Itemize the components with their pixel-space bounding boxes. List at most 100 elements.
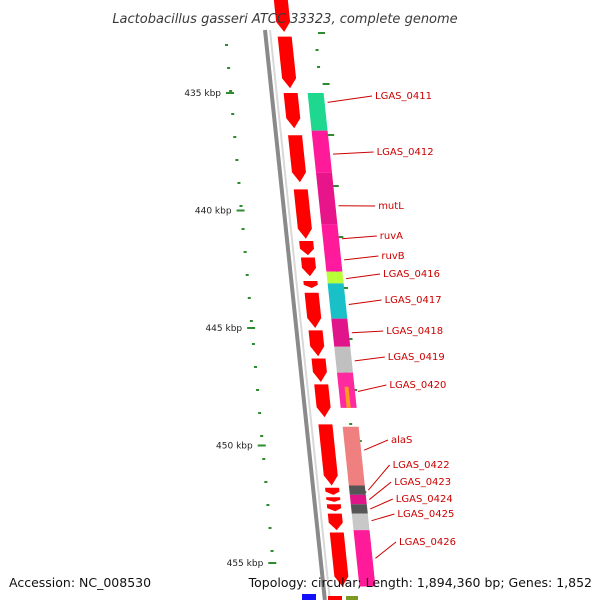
category-block[interactable] <box>311 130 333 173</box>
category-block[interactable] <box>307 93 328 131</box>
forward-gene-arrow[interactable] <box>303 281 318 289</box>
category-block[interactable] <box>327 283 348 319</box>
forward-strand-track <box>273 0 349 587</box>
gc-tick <box>315 49 319 51</box>
forward-gene-arrow[interactable] <box>308 330 325 357</box>
gc-tick <box>318 32 325 34</box>
gc-tick <box>260 435 264 437</box>
forward-gene-arrow[interactable] <box>283 93 301 129</box>
gc-tick <box>239 205 243 207</box>
category-block[interactable] <box>344 386 351 408</box>
forward-gene-arrow[interactable] <box>299 241 314 256</box>
gc-tick <box>233 136 237 138</box>
forward-gene-arrow[interactable] <box>327 513 343 531</box>
backbone-inner <box>269 29 331 600</box>
category-block[interactable] <box>324 257 343 272</box>
accession-text: Accession: NC_008530 <box>9 575 151 590</box>
category-block[interactable] <box>334 346 353 373</box>
gc-tick <box>245 274 249 276</box>
gene-leader-line <box>346 273 381 280</box>
kbp-scale: 435 kbp 440 kbp 445 kbp 450 kbp 455 kbp <box>184 89 277 569</box>
category-block[interactable] <box>350 504 368 514</box>
gene-label[interactable]: ruvA <box>380 231 403 242</box>
forward-gene-arrow[interactable] <box>311 358 327 383</box>
gene-label[interactable]: LGAS_0423 <box>394 477 451 488</box>
gene-leader-line <box>341 235 377 240</box>
gc-tick <box>247 297 251 299</box>
forward-gene-arrow[interactable] <box>326 497 341 502</box>
category-block[interactable] <box>331 318 351 347</box>
genome-backbone <box>263 29 331 600</box>
gene-label[interactable]: LGAS_0411 <box>375 91 432 102</box>
gc-tick <box>340 287 348 289</box>
gene-label[interactable]: LGAS_0419 <box>388 352 445 363</box>
gene-leader-line <box>354 356 385 362</box>
gene-label[interactable]: alaS <box>391 435 412 446</box>
forward-gene-arrow[interactable] <box>329 532 349 587</box>
gc-tick <box>235 159 239 161</box>
category-block[interactable] <box>326 271 344 284</box>
green-feature-fragment <box>346 596 358 600</box>
gene-label[interactable]: ruvB <box>381 251 404 262</box>
gc-tick <box>336 236 344 238</box>
kbp-tick <box>226 92 234 94</box>
category-block[interactable] <box>342 426 365 486</box>
forward-gene-arrow[interactable] <box>325 487 340 495</box>
kbp-tick-label: 445 kbp <box>205 324 242 334</box>
gene-leader-line <box>333 151 374 155</box>
kbp-tick <box>247 327 256 329</box>
gene-leader-line <box>363 439 389 451</box>
forward-gene-arrow[interactable] <box>288 135 306 183</box>
gene-leader-line <box>357 384 387 392</box>
gene-leader-line <box>371 513 395 522</box>
gene-label[interactable]: LGAS_0422 <box>393 460 450 471</box>
kbp-tick-label: 440 kbp <box>195 207 232 217</box>
gene-label[interactable]: LGAS_0418 <box>386 326 443 337</box>
gc-tick <box>317 66 321 68</box>
gc-tick <box>249 320 253 322</box>
kbp-tick <box>236 209 245 212</box>
gene-label[interactable]: LGAS_0416 <box>383 269 440 280</box>
category-block[interactable] <box>353 530 376 587</box>
backbone-outer <box>263 29 327 600</box>
track-fragment-bottom <box>302 594 358 600</box>
forward-gene-arrow[interactable] <box>318 424 338 486</box>
gene-label[interactable]: LGAS_0420 <box>389 380 446 391</box>
gc-tick <box>268 527 272 529</box>
forward-gene-arrow[interactable] <box>293 189 312 239</box>
gc-tick <box>266 504 270 506</box>
category-block[interactable] <box>316 172 338 225</box>
category-block[interactable] <box>348 485 366 495</box>
gene-label-layer: LGAS_0411 LGAS_0412 mutL ruvA ruvB LGAS_0416 L… <box>327 91 456 559</box>
gc-tick <box>251 343 255 345</box>
forward-gene-arrow[interactable] <box>314 384 331 418</box>
gc-tick <box>256 389 260 391</box>
forward-gene-arrow[interactable] <box>277 36 297 89</box>
gene-label[interactable]: LGAS_0412 <box>377 147 434 158</box>
blue-feature-fragment <box>302 594 316 600</box>
map-title: Lactobacillus gasseri ATCC 33323, comple… <box>112 12 457 27</box>
forward-gene-arrow[interactable] <box>300 257 316 277</box>
gene-label[interactable]: LGAS_0426 <box>399 537 456 548</box>
forward-gene-arrow[interactable] <box>304 292 322 328</box>
gene-leader-line <box>375 541 397 559</box>
gene-label[interactable]: LGAS_0425 <box>397 509 454 520</box>
category-block[interactable] <box>351 513 370 531</box>
gene-label[interactable]: LGAS_0424 <box>396 494 453 505</box>
red-feature-fragment <box>328 596 342 600</box>
gene-label[interactable]: mutL <box>378 201 404 212</box>
kbp-tick <box>268 562 277 564</box>
forward-gene-arrow[interactable] <box>326 504 342 512</box>
gc-tick <box>322 83 330 85</box>
forward-gene-arrow[interactable] <box>273 0 291 32</box>
topology-summary: Topology: circular; Length: 1,894,360 bp… <box>248 575 592 590</box>
kbp-tick <box>257 444 266 447</box>
gc-tick <box>225 44 228 46</box>
category-block[interactable] <box>321 224 341 258</box>
gc-tick <box>227 67 231 69</box>
gene-label[interactable]: LGAS_0417 <box>385 295 442 306</box>
category-track <box>307 93 376 587</box>
category-block[interactable] <box>349 494 367 505</box>
